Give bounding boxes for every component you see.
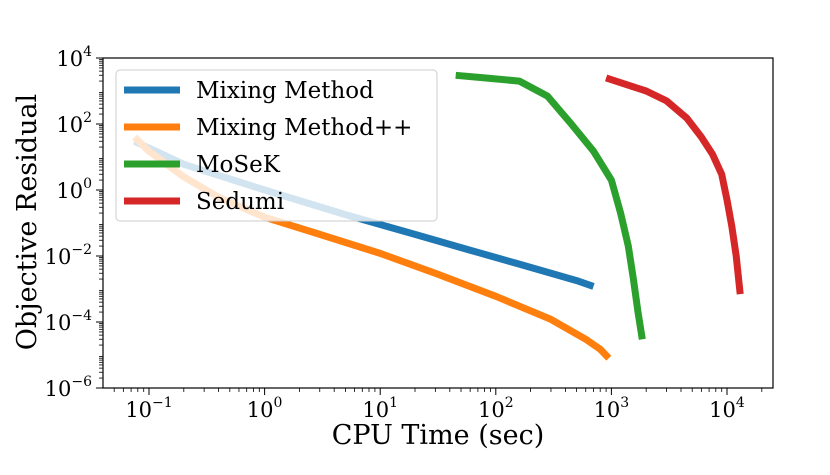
legend: Mixing Method Mixing Method++ MoSeK Sedumi <box>115 69 438 222</box>
y-tick-label: 10−2 <box>45 242 92 269</box>
y-tick-label: 104 <box>56 44 92 71</box>
x-tick-label: 104 <box>709 395 745 422</box>
plot-frame <box>102 57 774 389</box>
y-tick-label: 100 <box>56 176 92 203</box>
legend-label-sedumi: Sedumi <box>196 189 284 215</box>
y-tick-label: 10−6 <box>45 374 92 401</box>
x-axis: 10−1 100 101 102 103 104 <box>113 388 763 422</box>
y-tick-label: 10−4 <box>45 308 92 335</box>
legend-label-mixing-method: Mixing Method <box>196 78 374 104</box>
legend-label-mixing-method-: Mixing Method++ <box>196 115 412 141</box>
y-axis-title: Objective Residual <box>12 94 43 350</box>
series-line-sedumi <box>605 74 744 295</box>
legend-label-mosek: MoSeK <box>196 152 281 178</box>
x-tick-label: 101 <box>362 395 398 422</box>
legend-box <box>115 69 438 222</box>
x-axis-title: CPU Time (sec) <box>332 420 545 451</box>
x-tick-label: 100 <box>247 395 283 422</box>
y-axis: 10−6 10−4 10−2 100 102 104 <box>45 44 103 401</box>
x-tick-label: 102 <box>478 395 514 422</box>
x-tick-label: 10−1 <box>125 395 172 422</box>
y-tick-label: 102 <box>56 110 92 137</box>
series-line-mosek <box>455 71 646 340</box>
x-tick-label: 103 <box>594 395 630 422</box>
